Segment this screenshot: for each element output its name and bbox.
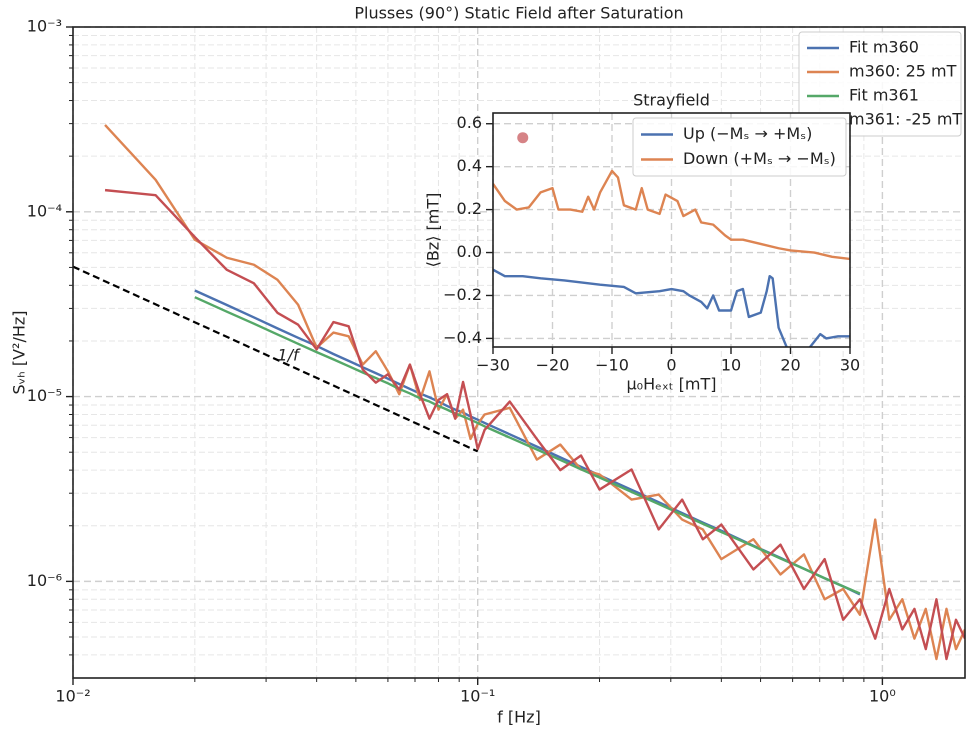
legend-label: Fit m361 — [849, 86, 919, 105]
x-tick-label: 10⁻¹ — [460, 687, 495, 706]
legend-label: m360: 25 mT — [849, 62, 957, 81]
y-axis-label: Sᵥₕ [V²/Hz] — [10, 310, 29, 394]
reference-line — [73, 265, 479, 453]
x-tick-label: −20 — [536, 356, 570, 375]
x-tick-label: 10⁻² — [55, 687, 90, 706]
y-tick-label: 10⁻⁶ — [27, 571, 62, 590]
axes-frame — [72, 26, 966, 679]
x-axis-label: f [Hz] — [497, 708, 541, 727]
y-tick-label: 10⁻⁴ — [27, 201, 62, 220]
series-line — [194, 296, 861, 595]
legend-box — [798, 31, 962, 137]
legend-label: Fit m360 — [849, 38, 919, 57]
series-line — [493, 169, 850, 261]
y-tick-label: 0.4 — [457, 156, 482, 175]
y-tick-label: 0.2 — [457, 199, 482, 218]
plot-lines — [493, 132, 850, 347]
chart-title: Plusses (90°) Static Field after Saturat… — [354, 4, 683, 23]
x-tick-label: 30 — [840, 356, 860, 375]
x-tick-label: −30 — [476, 356, 510, 375]
series-line — [104, 124, 965, 661]
chart-title: Strayfield — [633, 91, 710, 110]
scatter-point — [517, 132, 529, 144]
y-tick-label: 0.6 — [457, 113, 482, 132]
y-tick-label: −0.2 — [443, 285, 482, 304]
y-axis-label: ⟨Bz⟩ [mT] — [424, 193, 443, 268]
y-tick-label: 10⁻⁵ — [27, 386, 62, 405]
x-tick-label: 20 — [780, 356, 800, 375]
y-tick-label: −0.4 — [443, 328, 482, 347]
x-tick-label: −10 — [595, 356, 629, 375]
legend-label: Up (−Mₛ → +Mₛ) — [683, 124, 812, 143]
y-tick-label: 10⁻³ — [27, 17, 62, 36]
x-tick-label: 10 — [721, 356, 741, 375]
x-axis-label: μ₀Hₑₓₜ [mT] — [626, 375, 716, 394]
x-tick-label: 10⁰ — [869, 687, 896, 706]
series-line — [493, 268, 850, 347]
legend-label: m361: -25 mT — [849, 110, 962, 129]
y-tick-label: 0.0 — [457, 242, 482, 261]
legend-label: Down (+Mₛ → −Mₛ) — [683, 149, 836, 168]
plot-lines — [73, 124, 965, 661]
series-line — [104, 188, 965, 661]
x-tick-label: 0 — [666, 356, 676, 375]
axes-frame — [492, 112, 851, 348]
annotation: 1/f — [277, 346, 301, 365]
legend-box — [632, 117, 847, 177]
